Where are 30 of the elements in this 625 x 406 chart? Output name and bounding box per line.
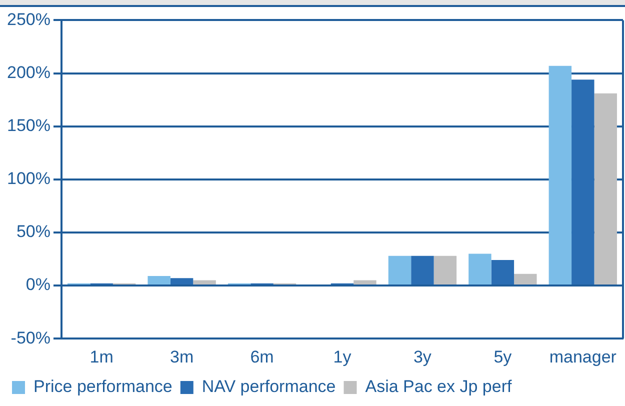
x-tick-label: 3m (170, 347, 194, 366)
bar (354, 280, 376, 285)
x-tick-label: 3y (413, 347, 432, 366)
bar (572, 80, 594, 285)
y-tick-label: 200% (6, 62, 50, 82)
bar (514, 274, 537, 285)
legend-label: Price performance (34, 377, 172, 396)
bar (388, 256, 412, 285)
y-tick-label: 150% (6, 116, 50, 136)
bar (548, 66, 572, 285)
bar (411, 256, 434, 285)
bar (170, 278, 194, 285)
bar (468, 254, 492, 285)
y-tick-label: -50% (10, 328, 50, 348)
x-tick-label: 1y (333, 347, 352, 366)
bar (148, 276, 170, 285)
bar (491, 260, 514, 285)
x-tick-label: 1m (90, 347, 114, 366)
y-tick-label: 0% (26, 275, 50, 294)
y-tick-label: 100% (6, 169, 50, 188)
bar (193, 280, 216, 285)
y-tick-label: 250% (6, 10, 50, 29)
y-tick-label: 50% (16, 222, 50, 242)
x-tick-label: manager (549, 347, 617, 366)
legend-label: Asia Pac ex Jp perf (365, 377, 512, 396)
bar (434, 256, 457, 285)
x-tick-label: 6m (250, 347, 274, 366)
x-tick-label: 5y (494, 347, 512, 366)
legend-label: NAV performance (202, 377, 336, 396)
bar (594, 93, 617, 285)
